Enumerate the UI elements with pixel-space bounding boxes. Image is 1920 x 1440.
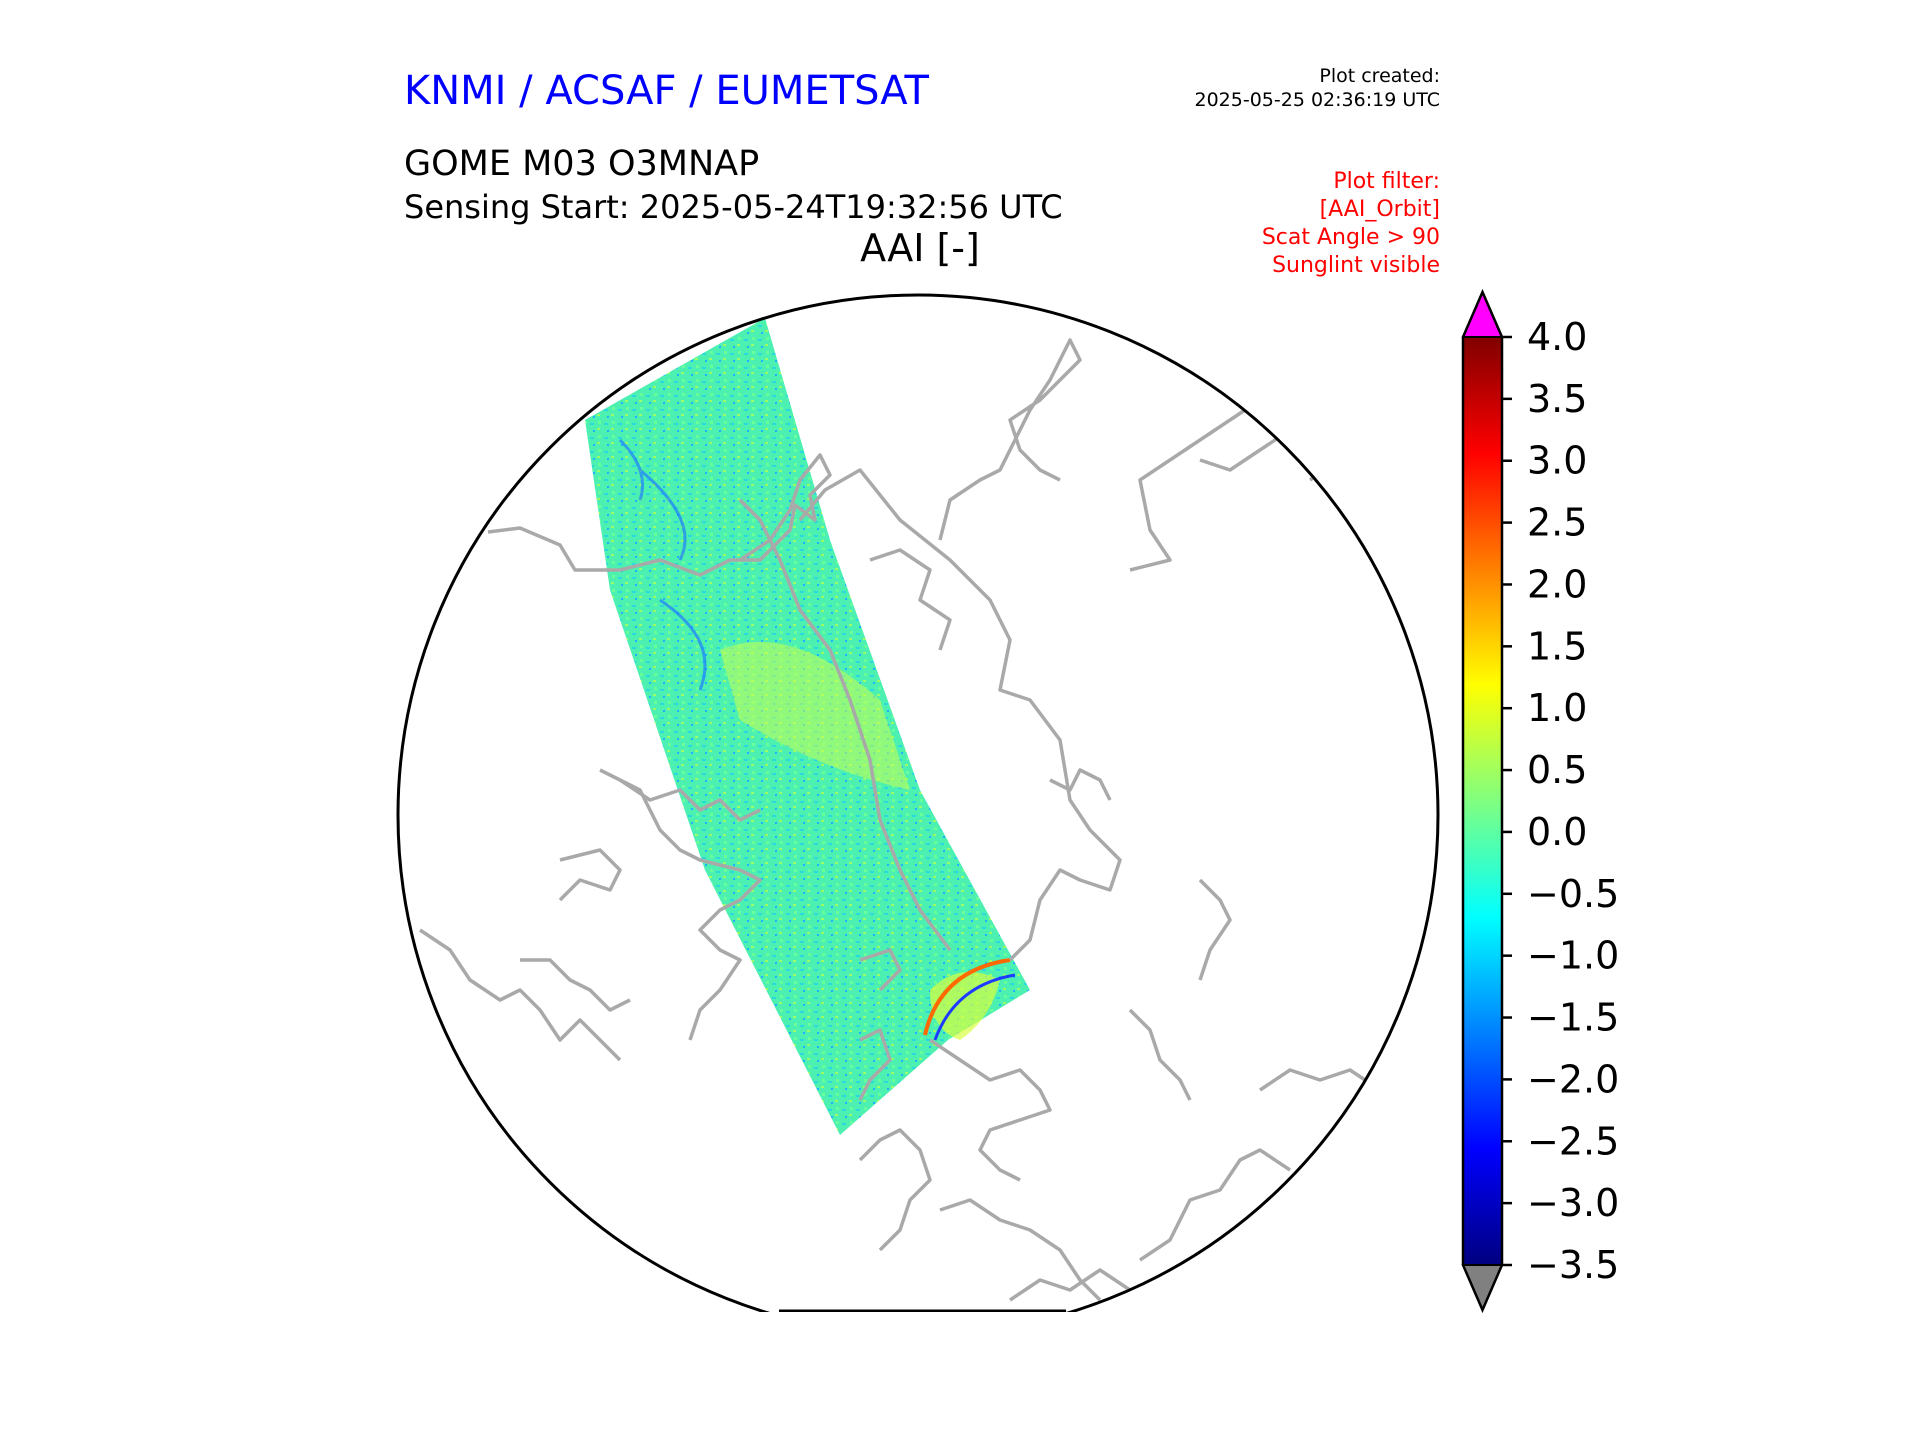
plot-filter-item: [AAI_Orbit] bbox=[1319, 197, 1440, 222]
colorbar-tick-label: −3.0 bbox=[1527, 1181, 1619, 1225]
coastline bbox=[738, 498, 952, 952]
colorbar-tick-label: 4.0 bbox=[1527, 315, 1587, 359]
coastline bbox=[599, 768, 762, 1041]
colorbar-under-arrow bbox=[1461, 1264, 1504, 1313]
quantity-title: AAI [-] bbox=[860, 226, 980, 270]
colorbar-body bbox=[1463, 337, 1502, 1265]
swath-arc bbox=[933, 973, 1016, 1041]
plot-created: Plot created: 2025-05-25 02:36:19 UTC bbox=[1100, 64, 1441, 112]
satellite-swath bbox=[585, 318, 1030, 1135]
colorbar-tick-label: 2.5 bbox=[1527, 501, 1587, 545]
swath-high-aai-patch bbox=[720, 641, 910, 790]
colorbar-tick-label: −1.5 bbox=[1527, 996, 1619, 1040]
colorbar-tick-label: 3.0 bbox=[1527, 439, 1587, 483]
coastline bbox=[558, 848, 622, 902]
colorbar-tick-label: 1.0 bbox=[1527, 686, 1587, 730]
colorbar-tick-label: −2.5 bbox=[1527, 1119, 1619, 1163]
coastline bbox=[939, 1198, 1102, 1302]
map-disc bbox=[396, 293, 1440, 1312]
plot-filter-title: Plot filter: bbox=[1333, 169, 1440, 194]
colorbar: 4.0 3.5 3.0 2.5 2.0 1.5 1.0 0.5 0.0 −0.5 −1.0 −1.5 −… bbox=[1461, 288, 1619, 1314]
plot-filter-item: Sunglint visible bbox=[1272, 253, 1440, 278]
map-boundary bbox=[396, 293, 1440, 1312]
coastline bbox=[487, 453, 832, 577]
colorbar-tick-label: −1.0 bbox=[1527, 934, 1619, 978]
colorbar-tick-label: −2.0 bbox=[1527, 1057, 1619, 1101]
product-title: GOME M03 O3MNAP bbox=[404, 144, 760, 184]
colorbar-over-arrow bbox=[1461, 289, 1504, 338]
coastline bbox=[1049, 768, 1112, 801]
sensing-start: Sensing Start: 2025-05-24T19:32:56 UTC bbox=[404, 188, 1063, 226]
colorbar-tick-label: −3.5 bbox=[1527, 1243, 1619, 1287]
swath-low-aai-streaks bbox=[618, 438, 707, 691]
colorbar-tick-label: 0.5 bbox=[1527, 748, 1587, 792]
colorbar-tick-label: 2.0 bbox=[1527, 562, 1587, 606]
coastline bbox=[1139, 1148, 1291, 1262]
coastline bbox=[858, 1128, 932, 1252]
colorbar-tick-label: 3.5 bbox=[1527, 377, 1587, 421]
coastline bbox=[1128, 1008, 1192, 1101]
coastline bbox=[798, 468, 1122, 962]
coastline bbox=[858, 1028, 892, 1101]
plot-created-time: 2025-05-25 02:36:19 UTC bbox=[1194, 89, 1441, 111]
organisation-title: KNMI / ACSAF / EUMETSAT bbox=[404, 68, 929, 114]
coastline bbox=[938, 338, 1082, 541]
coastline bbox=[859, 948, 902, 992]
plot-filter: Plot filter: [AAI_Orbit] Scat Angle > 90… bbox=[1100, 168, 1440, 280]
coastline bbox=[520, 958, 631, 1012]
colorbar-tick-label: −0.5 bbox=[1527, 872, 1619, 916]
swath-gap bbox=[909, 1058, 1011, 1107]
coastline bbox=[1198, 878, 1232, 981]
swath-arc bbox=[923, 958, 1011, 1036]
coastlines bbox=[419, 338, 1382, 1312]
plot-created-label: Plot created: bbox=[1319, 65, 1440, 87]
colorbar-ticks: 4.0 3.5 3.0 2.5 2.0 1.5 1.0 0.5 0.0 −0.5 −1.0 −1.5 −… bbox=[1502, 315, 1619, 1287]
coastline bbox=[619, 778, 761, 822]
coastline bbox=[869, 548, 952, 651]
plot-filter-item: Scat Angle > 90 bbox=[1261, 225, 1440, 250]
colorbar-tick-label: 1.5 bbox=[1527, 624, 1587, 668]
coastline bbox=[929, 1038, 1052, 1182]
coastline bbox=[419, 928, 622, 1062]
colorbar-tick-label: 0.0 bbox=[1527, 810, 1587, 854]
